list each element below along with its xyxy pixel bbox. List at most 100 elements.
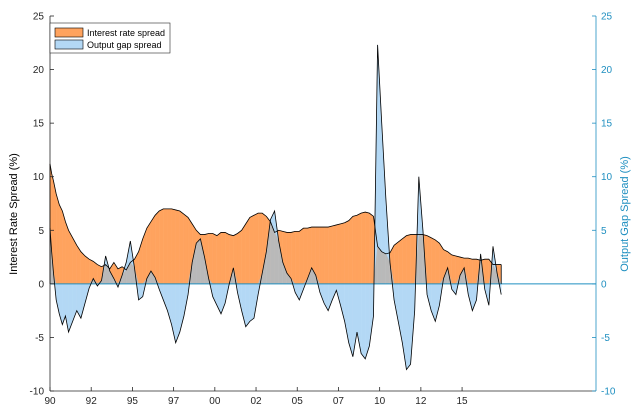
y-right-tick-label: -5 [601,333,610,344]
interest-rate-area-segment [163,208,168,285]
interest-rate-area-segment [340,222,345,285]
output-gap-area-segment [80,283,86,319]
overlap-area-segment [196,238,201,285]
legend-label-interest-rate: Interest rate spread [87,28,165,38]
interest-rate-area-segment [360,211,366,285]
x-tick-label: 05 [292,396,304,407]
chart-legend: Interest rate spread Output gap spread [49,22,171,54]
interest-rate-area-segment [290,231,296,285]
y-left-tick-label: 25 [33,12,45,23]
interest-rate-area-segment [315,226,321,285]
interest-rate-area-segment [406,234,411,285]
output-gap-area-segment [249,283,255,322]
interest-rate-area-segment [245,216,251,285]
interest-rate-area-segment [323,226,329,285]
area-fills [49,44,596,371]
interest-rate-area-segment [224,232,230,285]
x-tick-label: 07 [333,396,345,407]
interest-rate-area-segment [344,220,349,285]
interest-rate-area-segment [249,215,255,285]
interest-rate-area-segment [220,232,226,285]
interest-rate-area-segment [336,223,341,285]
interest-rate-area-segment [451,254,457,285]
output-gap-area-segment [451,283,457,296]
interest-rate-area-segment [402,235,407,285]
output-gap-area-segment [62,283,66,325]
interest-rate-area-segment [237,229,242,285]
output-gap-area-segment [406,283,411,371]
output-gap-area-segment [360,283,366,360]
interest-rate-area-segment [299,227,304,285]
interest-rate-area-segment [65,221,69,285]
y-right-tick-label: 5 [601,226,607,237]
interest-rate-area-segment [328,225,333,285]
x-tick-label: 12 [415,396,427,407]
interest-rate-area-segment [179,210,185,285]
output-gap-area-segment [212,283,218,306]
interest-rate-area-segment [208,233,213,285]
y-right-tick-label: 10 [601,172,613,183]
interest-rate-area-segment [365,211,370,285]
interest-rate-area-segment [295,231,300,285]
output-gap-area-segment [472,283,477,311]
y-left-tick-label: 15 [33,119,45,130]
interest-rate-area-segment [56,193,60,285]
overlap-area-segment [274,232,279,285]
overlap-area-segment [418,234,424,285]
y-axis-right-label: Output Gap Spread (%) [619,156,631,272]
interest-rate-area-segment [253,212,259,285]
legend-swatch-output-gap [54,39,84,50]
interest-rate-area-segment [484,259,490,285]
y-axis-right-ticks: -10 -5 0 5 10 15 20 25 [592,12,616,398]
y-right-tick-label: 15 [601,119,613,130]
output-gap-area-segment [435,283,440,322]
series-lines [49,44,502,371]
interest-rate-area-segment [175,209,180,285]
output-gap-area-segment [163,283,168,311]
y-right-tick-label: 25 [601,12,613,23]
interest-rate-area-segment [426,235,432,285]
interest-rate-area-segment [183,213,189,285]
output-gap-area-segment [369,283,374,347]
y-right-tick-label: 20 [601,65,613,76]
overlap-area-segment [381,251,386,285]
y-left-tick-label: 0 [38,279,44,290]
interest-rate-area-segment [348,215,354,285]
x-tick-label: 15 [457,396,469,407]
interest-rate-area-segment [154,210,160,285]
x-tick-label: 95 [127,396,139,407]
interest-rate-area-segment [468,257,473,285]
y-left-tick-label: 20 [33,65,45,76]
x-tick-label: 92 [86,396,98,407]
interest-rate-area-segment [257,212,263,285]
interest-rate-area-segment [393,241,399,285]
x-tick-label: 02 [250,396,262,407]
interest-rate-area-segment [159,208,164,285]
y-right-tick-label: 0 [601,279,607,290]
interest-rate-area-segment [356,212,362,285]
legend-swatch-interest-rate [54,27,84,38]
interest-rate-area-segment [171,208,176,285]
interest-rate-area-segment [167,208,172,285]
interest-rate-area-segment [59,204,63,285]
interest-rate-area-segment [398,238,403,285]
output-gap-line [49,44,502,371]
output-gap-area-segment [68,283,73,333]
overlap-area-segment [377,245,382,285]
interest-rate-area-segment [216,232,222,285]
y-left-tick-label: 5 [38,226,44,237]
interest-rate-area-segment [319,226,325,285]
output-gap-area-segment [245,283,251,328]
interest-rate-area-segment [303,227,308,285]
axes-frame [49,16,597,392]
y-right-tick-label: -10 [601,387,616,398]
interest-rate-area-segment [80,251,86,285]
output-gap-area-segment [328,283,333,311]
interest-rate-area-segment [62,210,66,285]
output-gap-area-segment [56,283,60,314]
y-left-tick-label: 10 [33,172,45,183]
output-gap-area-segment [241,283,246,327]
interest-rate-area-segment [410,234,415,285]
interest-rate-area-segment [68,230,73,285]
